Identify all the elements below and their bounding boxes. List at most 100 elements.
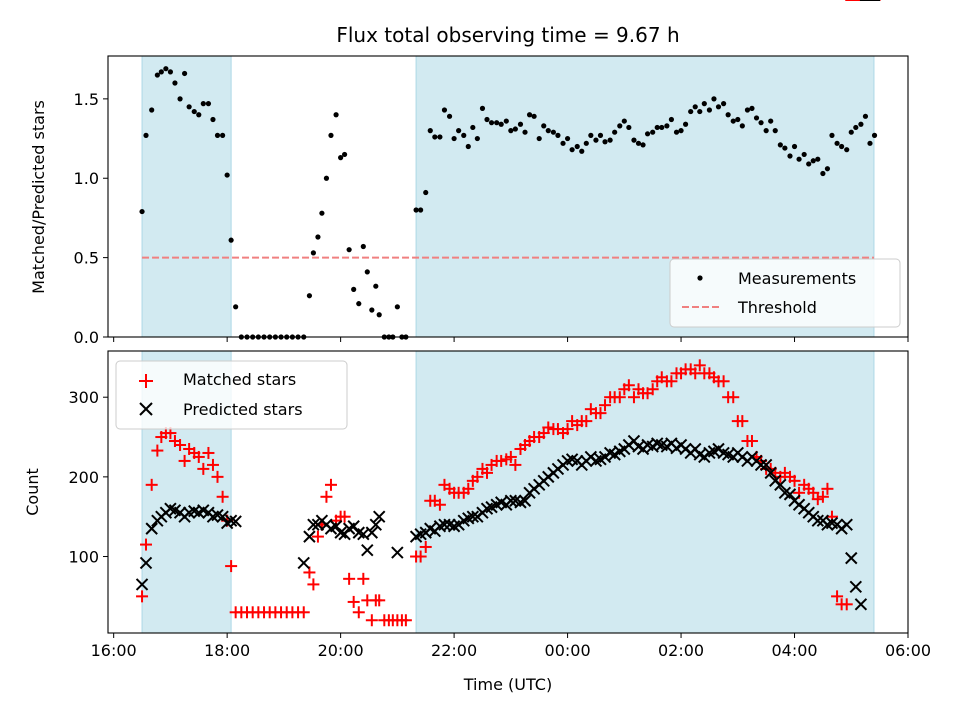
measurements-point <box>617 123 623 129</box>
measurements-point <box>574 143 580 150</box>
measurements-point <box>508 128 514 134</box>
measurements-point <box>423 189 429 196</box>
y-tick-label: 0.0 <box>74 328 99 347</box>
measurements-point <box>484 116 490 123</box>
measurements-point <box>531 113 537 119</box>
predicted-stars-point <box>849 580 863 594</box>
counts-y-axis-label: Count <box>23 468 42 516</box>
predicted-stars-point <box>145 522 158 535</box>
measurements-point <box>432 134 438 140</box>
measurements-point <box>319 210 325 216</box>
matched-stars-point <box>303 566 316 579</box>
matched-stars-point <box>136 590 149 603</box>
predicted-stars-point <box>504 494 518 507</box>
measurements-point <box>167 69 174 75</box>
measurements-point <box>555 132 561 138</box>
measurements-point <box>862 113 869 119</box>
matched-stars-point <box>840 598 853 611</box>
ratio-shaded-interval <box>141 55 232 338</box>
matched-stars-point <box>178 454 191 467</box>
measurements-point <box>668 116 675 123</box>
measurements-point <box>607 137 613 143</box>
predicted-stars-point <box>518 494 532 507</box>
measurements-point <box>512 126 518 132</box>
predicted-stars-point <box>754 458 768 472</box>
matched-stars-point <box>481 466 494 479</box>
measurements-point <box>536 135 542 142</box>
measurements-point <box>796 156 802 162</box>
matched-stars-point <box>343 572 356 585</box>
predicted-stars-point <box>783 488 797 501</box>
measurements-point <box>418 207 424 213</box>
matched-stars-point <box>627 391 640 404</box>
measurements-point <box>787 153 793 159</box>
measurements-point <box>338 155 344 161</box>
matched-stars-point <box>216 490 229 503</box>
measurements-point <box>626 124 632 131</box>
predicted-legend-marker <box>139 402 153 416</box>
measurements-point <box>394 304 400 310</box>
predicted-stars-point <box>372 510 386 523</box>
measurements-legend-marker <box>697 275 703 281</box>
measurements-point <box>824 166 831 172</box>
measurements-legend-label: Measurements <box>738 269 856 288</box>
matched-stars-point <box>373 594 386 607</box>
matched-stars-point <box>665 375 678 388</box>
y-tick-label: 200 <box>68 468 99 487</box>
x-tick-label: 22:00 <box>431 641 477 660</box>
matched-stars-point <box>561 423 574 436</box>
y-tick-label: 100 <box>68 548 99 567</box>
x-tick-label: 02:00 <box>658 641 704 660</box>
x-tick-label: 04:00 <box>771 641 817 660</box>
ratio-shading-layer <box>141 55 875 338</box>
measurements-point <box>474 135 480 142</box>
counts-y-axis: 100 200 300 <box>68 388 108 567</box>
measurements-point <box>163 66 169 72</box>
measurements-point <box>806 161 812 167</box>
measurements-point <box>706 107 713 113</box>
x-tick-label: 18:00 <box>204 641 250 660</box>
predicted-stars-point <box>845 551 858 565</box>
measurements-point <box>834 140 840 146</box>
predicted-stars-point <box>854 598 868 611</box>
matched-stars-point <box>816 490 829 503</box>
matched-stars-point <box>622 379 635 392</box>
measurements-point <box>315 234 321 240</box>
matched-legend-marker <box>139 374 153 388</box>
matched-stars-point <box>599 399 612 412</box>
measurements-point <box>205 101 212 107</box>
measurements-point <box>612 129 618 135</box>
measurements-point <box>446 113 453 119</box>
measurements-point <box>593 137 599 143</box>
measurements-point <box>541 123 547 129</box>
matched-stars-point <box>419 540 432 553</box>
ratio-y-axis: 0.0 0.5 1.0 1.5 <box>74 90 108 347</box>
measurements-point <box>498 121 504 127</box>
measurements-point <box>364 269 370 275</box>
matched-stars-point <box>174 439 187 451</box>
measurements-point <box>456 128 462 134</box>
ratio-legend-box <box>669 258 901 328</box>
measurements-point <box>323 175 330 181</box>
measurements-point <box>210 116 216 123</box>
measurements-point <box>871 132 878 138</box>
matched-stars-point <box>727 391 740 404</box>
measurements-point <box>341 151 348 158</box>
measurements-point <box>494 120 500 126</box>
predicted-stars-point <box>774 478 787 492</box>
matched-stars-point <box>225 560 238 573</box>
measurements-point <box>177 96 183 102</box>
x-tick-label: 06:00 <box>885 641 931 660</box>
y-tick-label: 1.0 <box>74 169 99 188</box>
y-tick-label: 300 <box>68 388 99 407</box>
measurements-point <box>351 286 357 292</box>
measurements-point <box>560 140 566 146</box>
measurements-point <box>701 101 707 107</box>
measurements-point <box>437 134 443 140</box>
measurements-point <box>461 132 467 138</box>
matched-stars-point <box>338 510 351 523</box>
matched-stars-point <box>307 578 320 591</box>
measurements-point <box>346 247 352 253</box>
measurements-point <box>579 148 585 154</box>
measurements-point <box>149 107 155 113</box>
